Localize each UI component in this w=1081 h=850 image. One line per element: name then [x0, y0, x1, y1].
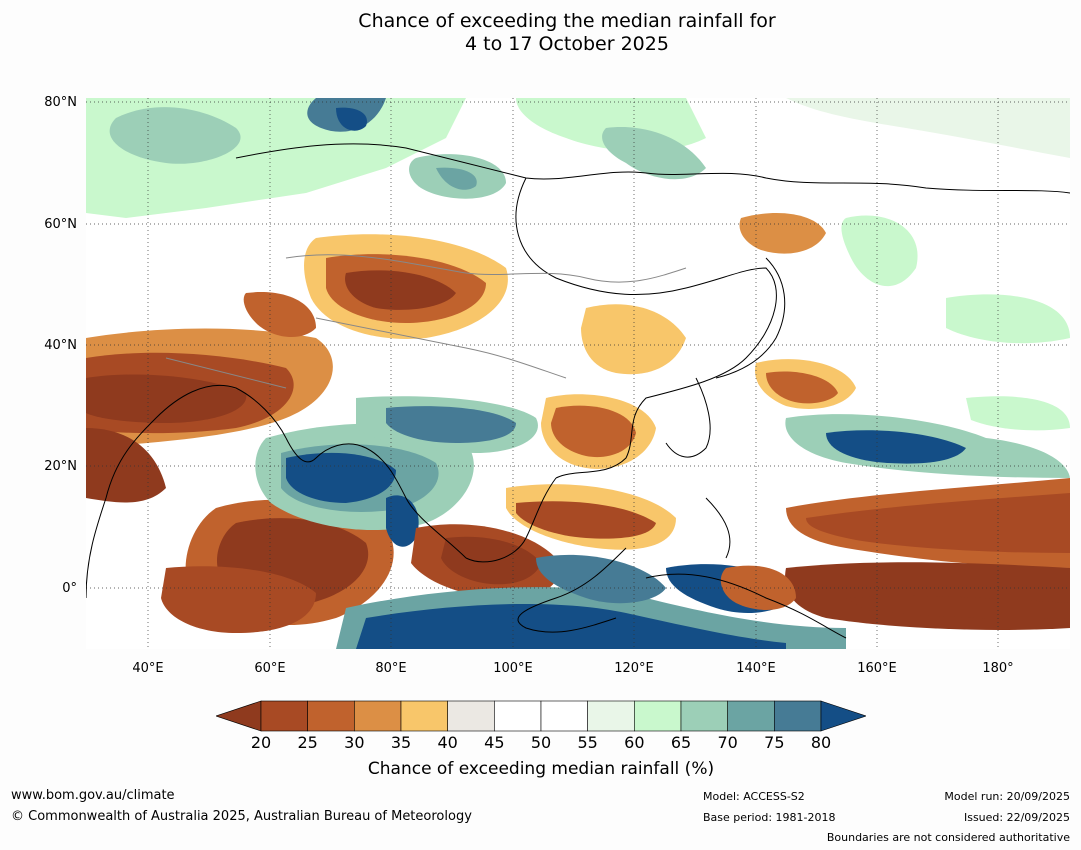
lat-label-40n: 40°N — [44, 338, 77, 353]
lon-label-80e: 80°E — [375, 661, 407, 676]
lat-label-20n: 20°N — [44, 459, 77, 474]
colorbar-tick-label: 55 — [577, 733, 598, 752]
colorbar-swatch — [400, 700, 448, 732]
region-maritime — [336, 554, 846, 649]
region-east-asia-dry — [541, 213, 856, 469]
graticule — [86, 98, 1070, 649]
region-africa-sea — [161, 499, 394, 633]
colorbar-swatch — [727, 700, 775, 732]
colorbar-tick-label: 75 — [764, 733, 785, 752]
colorbar-tick-label: 45 — [484, 733, 505, 752]
title-line-1: Chance of exceeding the median rainfall … — [358, 10, 776, 32]
colorbar-tick-label: 30 — [344, 733, 365, 752]
colorbar-swatch — [494, 700, 542, 732]
colorbar-tick-label: 35 — [390, 733, 412, 752]
colorbar-swatch — [634, 700, 682, 732]
colorbar-graphic — [215, 700, 867, 732]
colorbar-swatch — [587, 700, 635, 732]
colorbar-tick-label: 25 — [297, 733, 318, 752]
colorbar-tick-label: 80 — [810, 733, 832, 752]
chart-title: Chance of exceeding the median rainfall … — [0, 10, 1081, 56]
lat-label-60n: 60°N — [44, 217, 77, 232]
base-period-text: Base period: 1981-2018 — [703, 811, 836, 824]
lat-label-80n: 80°N — [44, 95, 77, 110]
lon-label-120e: 120°E — [614, 661, 654, 676]
colorbar-label: Chance of exceeding median rainfall (%) — [367, 759, 715, 779]
disclaimer-text: Boundaries are not considered authoritat… — [826, 831, 1070, 844]
colorbar-swatch — [354, 700, 402, 732]
rainfall-map — [86, 98, 1070, 649]
colorbar-tick-label: 20 — [250, 733, 272, 752]
colorbar-swatch — [260, 700, 308, 732]
colorbar-swatch — [307, 700, 355, 732]
colorbar-swatch — [774, 700, 822, 732]
lat-label-0: 0° — [62, 581, 77, 596]
issued-text: Issued: 22/09/2025 — [963, 811, 1070, 824]
colorbar-swatch — [540, 700, 588, 732]
lon-label-180: 180° — [982, 661, 1014, 676]
region-pacific — [720, 396, 1070, 630]
lon-label-60e: 60°E — [254, 661, 286, 676]
lon-label-40e: 40°E — [132, 661, 164, 676]
map-canvas — [86, 98, 1070, 649]
colorbar-over-triangle — [820, 700, 867, 732]
region-indian-ocean — [411, 484, 676, 598]
colorbar — [215, 700, 867, 732]
region-south-asia-wet — [255, 396, 538, 547]
colorbar-tick-label: 70 — [717, 733, 738, 752]
lon-label-100e: 100°E — [493, 661, 533, 676]
model-text: Model: ACCESS-S2 — [703, 790, 805, 803]
website-text: www.bom.gov.au/climate — [11, 788, 175, 803]
colorbar-tick-label: 65 — [670, 733, 692, 752]
colorbar-tick-label: 60 — [624, 733, 645, 752]
colorbar-swatch — [447, 700, 495, 732]
lon-label-160e: 160°E — [857, 661, 897, 676]
colorbar-tick-label: 40 — [437, 733, 458, 752]
colorbar-swatch — [680, 700, 728, 732]
colorbar-tick-label: 50 — [530, 733, 552, 752]
coastlines — [86, 143, 1070, 639]
lon-label-140e: 140°E — [736, 661, 776, 676]
region-north-greens — [86, 98, 1070, 344]
copyright-text: © Commonwealth of Australia 2025, Austra… — [11, 809, 472, 824]
country-borders — [165, 254, 687, 389]
title-line-2: 4 to 17 October 2025 — [465, 33, 669, 55]
model-run-text: Model run: 20/09/2025 — [944, 790, 1070, 803]
colorbar-under-triangle — [215, 700, 262, 732]
